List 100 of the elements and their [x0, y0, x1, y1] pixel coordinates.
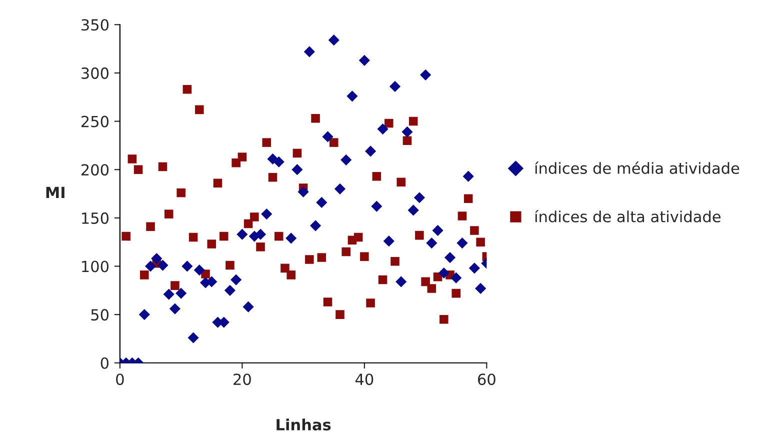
point [146, 222, 155, 232]
point [195, 105, 204, 114]
point [378, 275, 388, 284]
point [383, 236, 394, 247]
point [261, 208, 272, 220]
point [342, 247, 350, 256]
point [372, 172, 382, 181]
x-tick-label: 20 [234, 374, 251, 386]
y-tick-label: 200 [81, 164, 109, 176]
point [226, 260, 234, 270]
point [420, 69, 432, 80]
point [450, 272, 462, 284]
point [182, 84, 192, 94]
point [238, 152, 247, 162]
point [415, 230, 424, 240]
point [230, 274, 242, 286]
y-tick-label: 100 [82, 260, 109, 272]
point [242, 301, 254, 312]
point [292, 148, 302, 158]
point [334, 183, 346, 194]
point [402, 136, 412, 145]
point [408, 116, 418, 126]
point [329, 138, 338, 147]
point [305, 255, 314, 264]
point [358, 54, 370, 66]
y-tick-label: 0 [100, 357, 109, 369]
point [157, 260, 168, 271]
point [475, 282, 486, 294]
x-tick-label: 40 [355, 374, 374, 386]
point [280, 264, 290, 273]
legend-label: índices de média atividade [535, 162, 740, 174]
y-tick-label: 300 [82, 67, 109, 79]
point [213, 178, 222, 188]
legend-label: índices de alta atividade [535, 210, 721, 222]
point [322, 131, 334, 142]
x-tick-label: 0 [116, 374, 124, 386]
point [396, 276, 407, 288]
point [273, 156, 284, 168]
point [151, 252, 162, 264]
point [414, 192, 425, 204]
point [389, 80, 401, 92]
y-tick-label: 150 [82, 212, 109, 224]
point [346, 90, 358, 102]
point [427, 284, 436, 293]
point [384, 118, 394, 128]
point [268, 172, 278, 182]
x-tick-label: 60 [478, 374, 496, 386]
point [286, 270, 296, 280]
point [408, 204, 419, 216]
point [438, 267, 450, 279]
point [421, 277, 430, 286]
point [458, 212, 467, 220]
point [462, 170, 474, 182]
point [476, 238, 485, 246]
point [470, 226, 479, 235]
point [298, 186, 309, 198]
y-axis-title: MI [46, 186, 64, 198]
point [188, 332, 199, 344]
point [402, 126, 413, 138]
point [323, 298, 332, 306]
point [464, 194, 473, 203]
point [164, 210, 174, 218]
point [364, 146, 376, 157]
point [274, 232, 284, 241]
point [396, 178, 406, 187]
point [354, 232, 363, 242]
point [452, 288, 460, 298]
y-tick-label: 50 [91, 309, 109, 321]
point [138, 309, 150, 320]
point [169, 303, 181, 314]
point [182, 260, 193, 272]
point [176, 288, 187, 299]
point [336, 310, 344, 319]
point [286, 232, 297, 244]
point [328, 34, 340, 46]
point [144, 260, 156, 272]
y-tick-label: 250 [81, 116, 109, 128]
point [371, 200, 382, 212]
point [256, 242, 265, 252]
point [456, 237, 468, 249]
point [122, 232, 130, 241]
point [377, 123, 388, 135]
point [250, 212, 259, 222]
point [163, 288, 174, 300]
x-axis-title: Linhas [276, 418, 331, 430]
point [188, 232, 198, 242]
point [134, 165, 143, 174]
point [236, 228, 248, 240]
point [176, 188, 186, 198]
point [311, 114, 320, 123]
point [439, 315, 448, 324]
point [140, 270, 149, 280]
point [426, 237, 438, 249]
point [317, 253, 326, 262]
point [304, 46, 315, 58]
point [360, 252, 369, 261]
point [262, 138, 272, 147]
point [390, 257, 400, 266]
point [316, 196, 328, 208]
point [194, 264, 205, 276]
